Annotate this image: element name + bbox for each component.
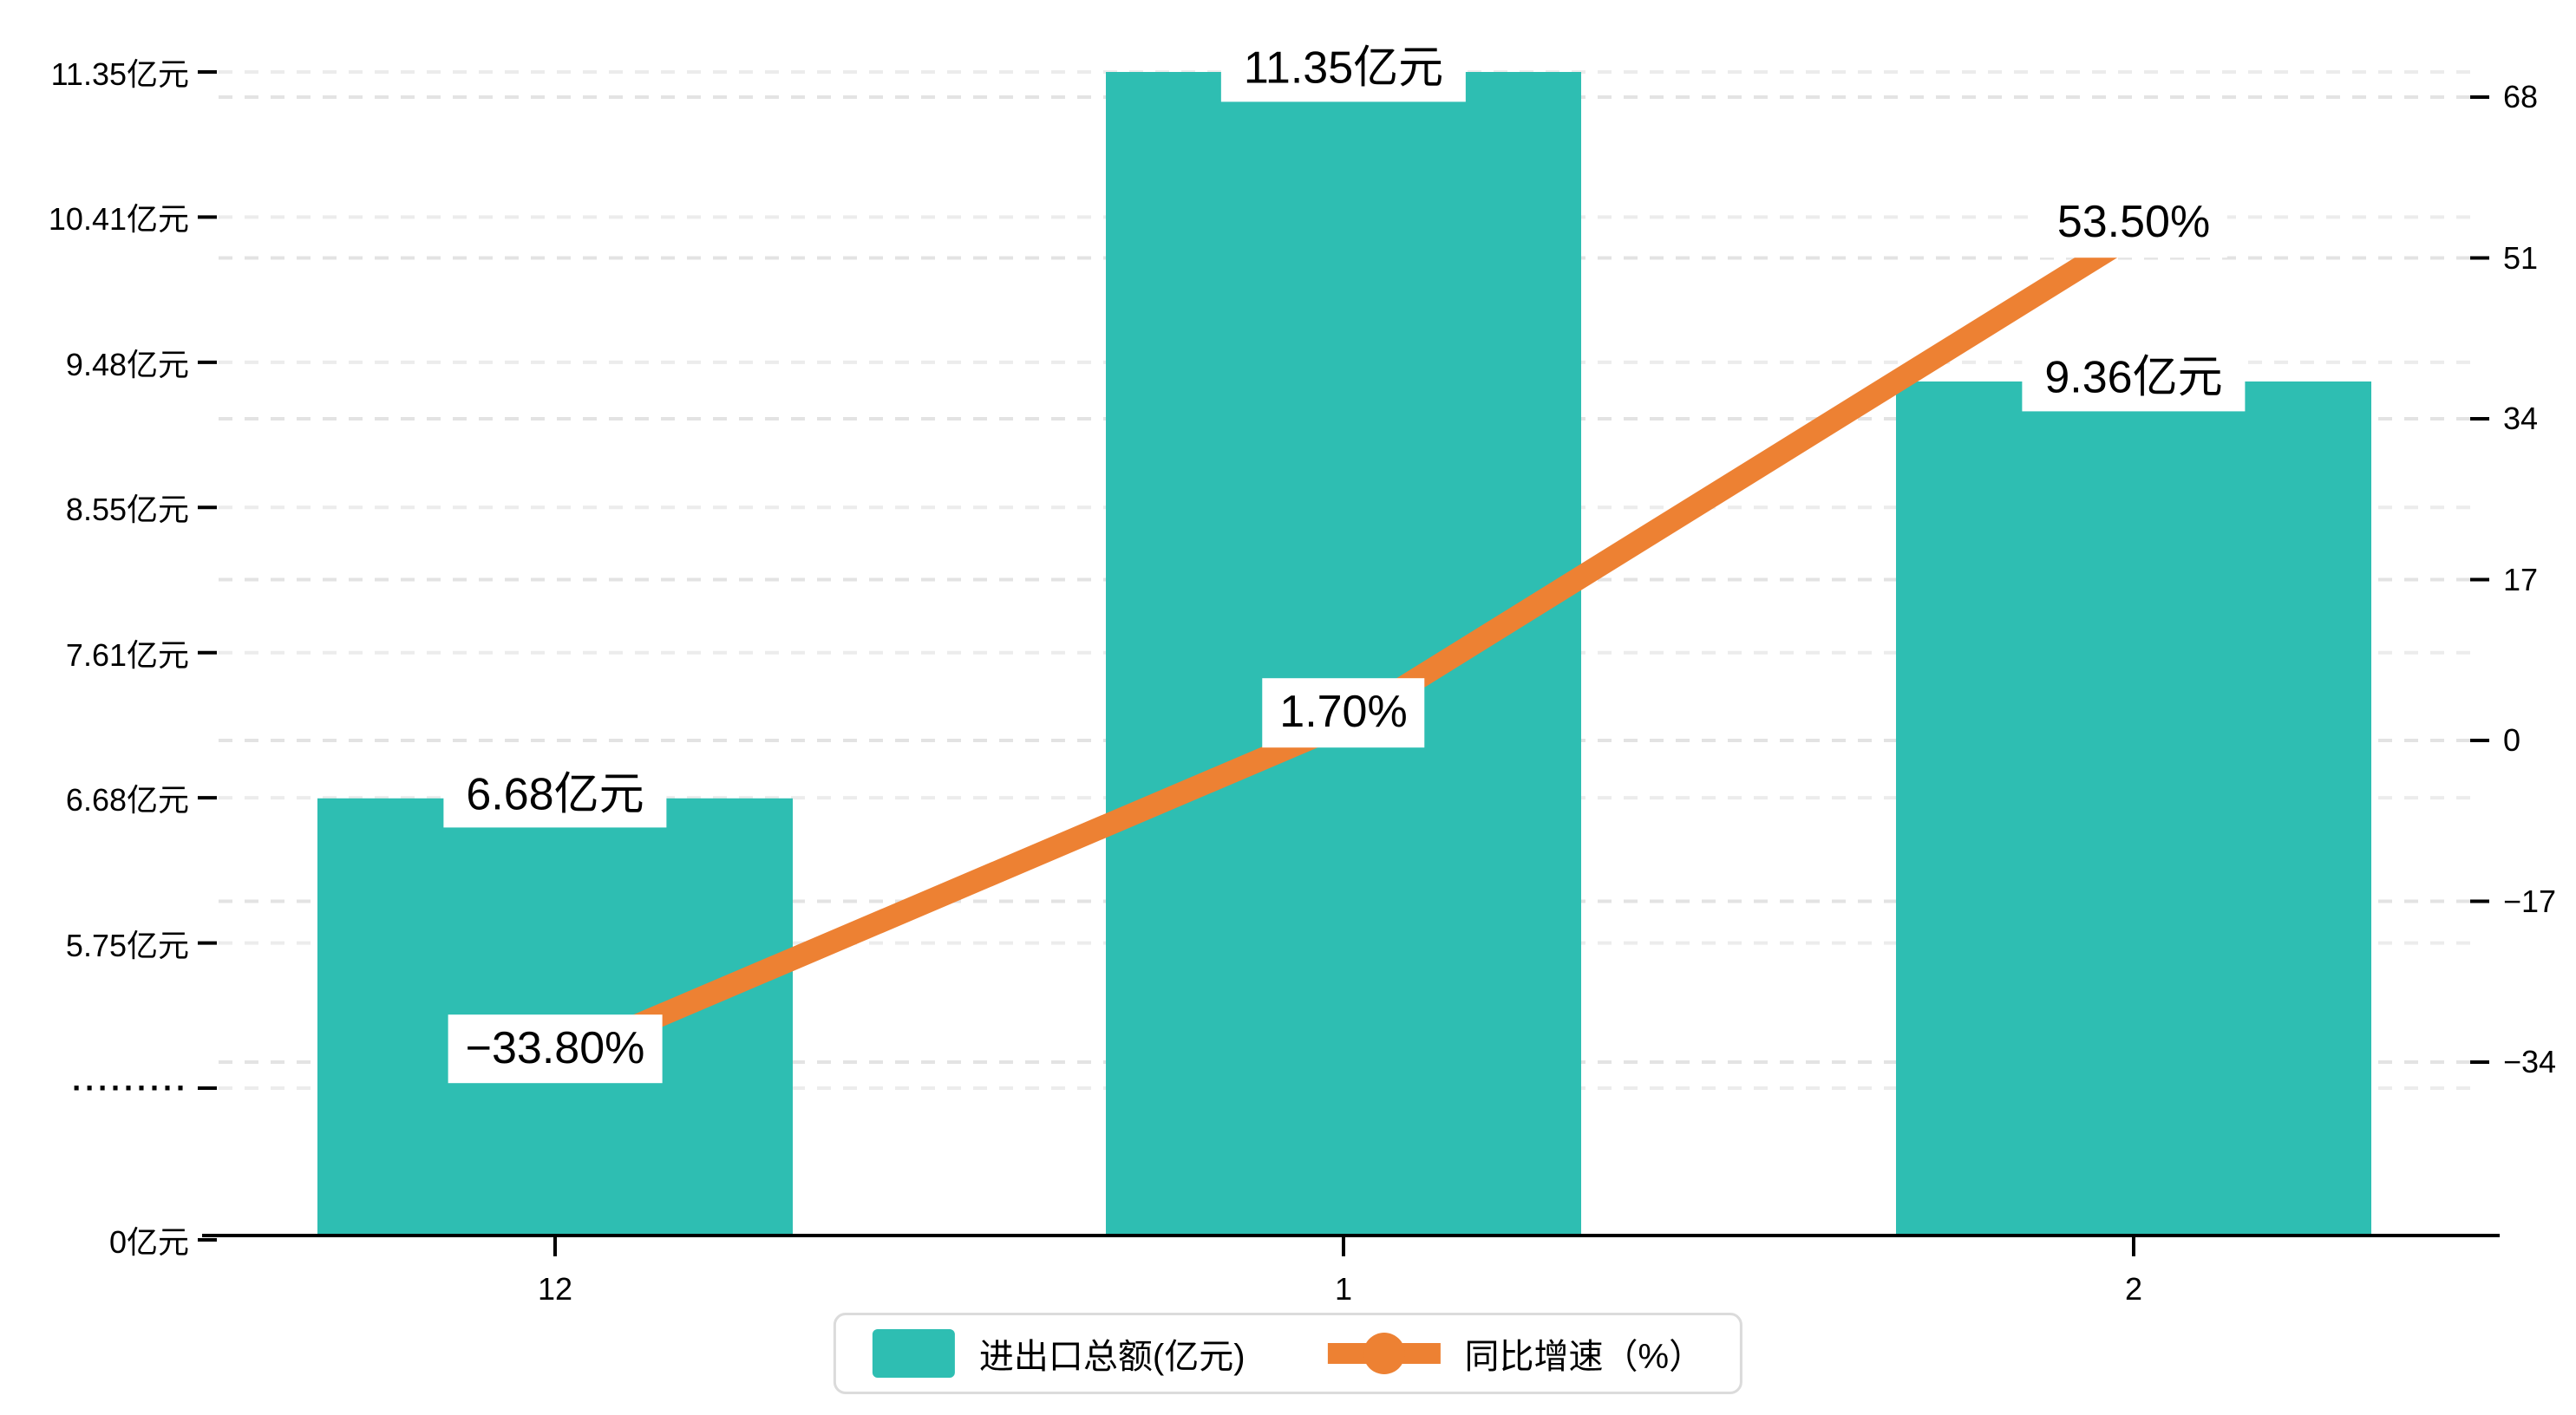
line-value-label: 53.50% — [2039, 188, 2228, 258]
left-axis-tick-label: 11.35亿元 — [50, 56, 189, 92]
x-axis-label: 2 — [2124, 1271, 2143, 1307]
left-axis-tick-label: 9.48亿元 — [65, 346, 189, 382]
legend-item-bar-series[interactable]: 进出口总额(亿元) — [872, 1328, 1246, 1379]
left-axis-tick-label: 0亿元 — [108, 1224, 189, 1260]
right-axis-tick-label: 34 — [2503, 401, 2539, 436]
right-axis-tick-label: 0 — [2503, 722, 2521, 758]
x-axis-label: 1 — [1334, 1271, 1353, 1307]
left-axis-tick-label: ········· — [72, 1070, 189, 1105]
left-axis-tick-label: 6.68亿元 — [65, 782, 189, 818]
x-axis-label: 12 — [537, 1271, 573, 1307]
legend: 进出口总额(亿元) 同比增速（%） — [833, 1313, 1743, 1394]
legend-label-bar-series: 进出口总额(亿元) — [978, 1338, 1246, 1376]
left-axis-tick-label: 7.61亿元 — [65, 636, 189, 673]
right-axis-tick-label: −17 — [2503, 883, 2557, 919]
line-value-label: −33.80% — [448, 1014, 663, 1084]
line-value-label: 1.70% — [1262, 678, 1425, 748]
bar-value-label: 9.36亿元 — [2022, 345, 2246, 411]
bar-1 — [1106, 72, 1581, 1234]
bar-value-label: 11.35亿元 — [1220, 36, 1467, 101]
left-axis-tick-label: 5.75亿元 — [65, 927, 189, 963]
legend-item-line-series[interactable]: 同比增速（%） — [1327, 1328, 1704, 1379]
line-series-swatch-icon — [1327, 1333, 1441, 1374]
bar-2 — [1896, 381, 2371, 1234]
right-axis-tick-label: 68 — [2503, 79, 2539, 114]
right-axis-tick-label: −34 — [2503, 1044, 2557, 1079]
bar-series-swatch-icon — [872, 1329, 955, 1378]
right-axis-tick-label: 17 — [2503, 561, 2539, 597]
right-axis-tick-label: 51 — [2503, 239, 2539, 276]
left-axis-tick-label: 8.55亿元 — [65, 492, 189, 528]
left-axis-tick-label: 10.41亿元 — [48, 201, 189, 238]
legend-label-line-series: 同比增速（%） — [1464, 1338, 1704, 1376]
line-swatch-dot-icon — [1363, 1333, 1405, 1374]
bar-value-label: 6.68亿元 — [443, 762, 667, 828]
